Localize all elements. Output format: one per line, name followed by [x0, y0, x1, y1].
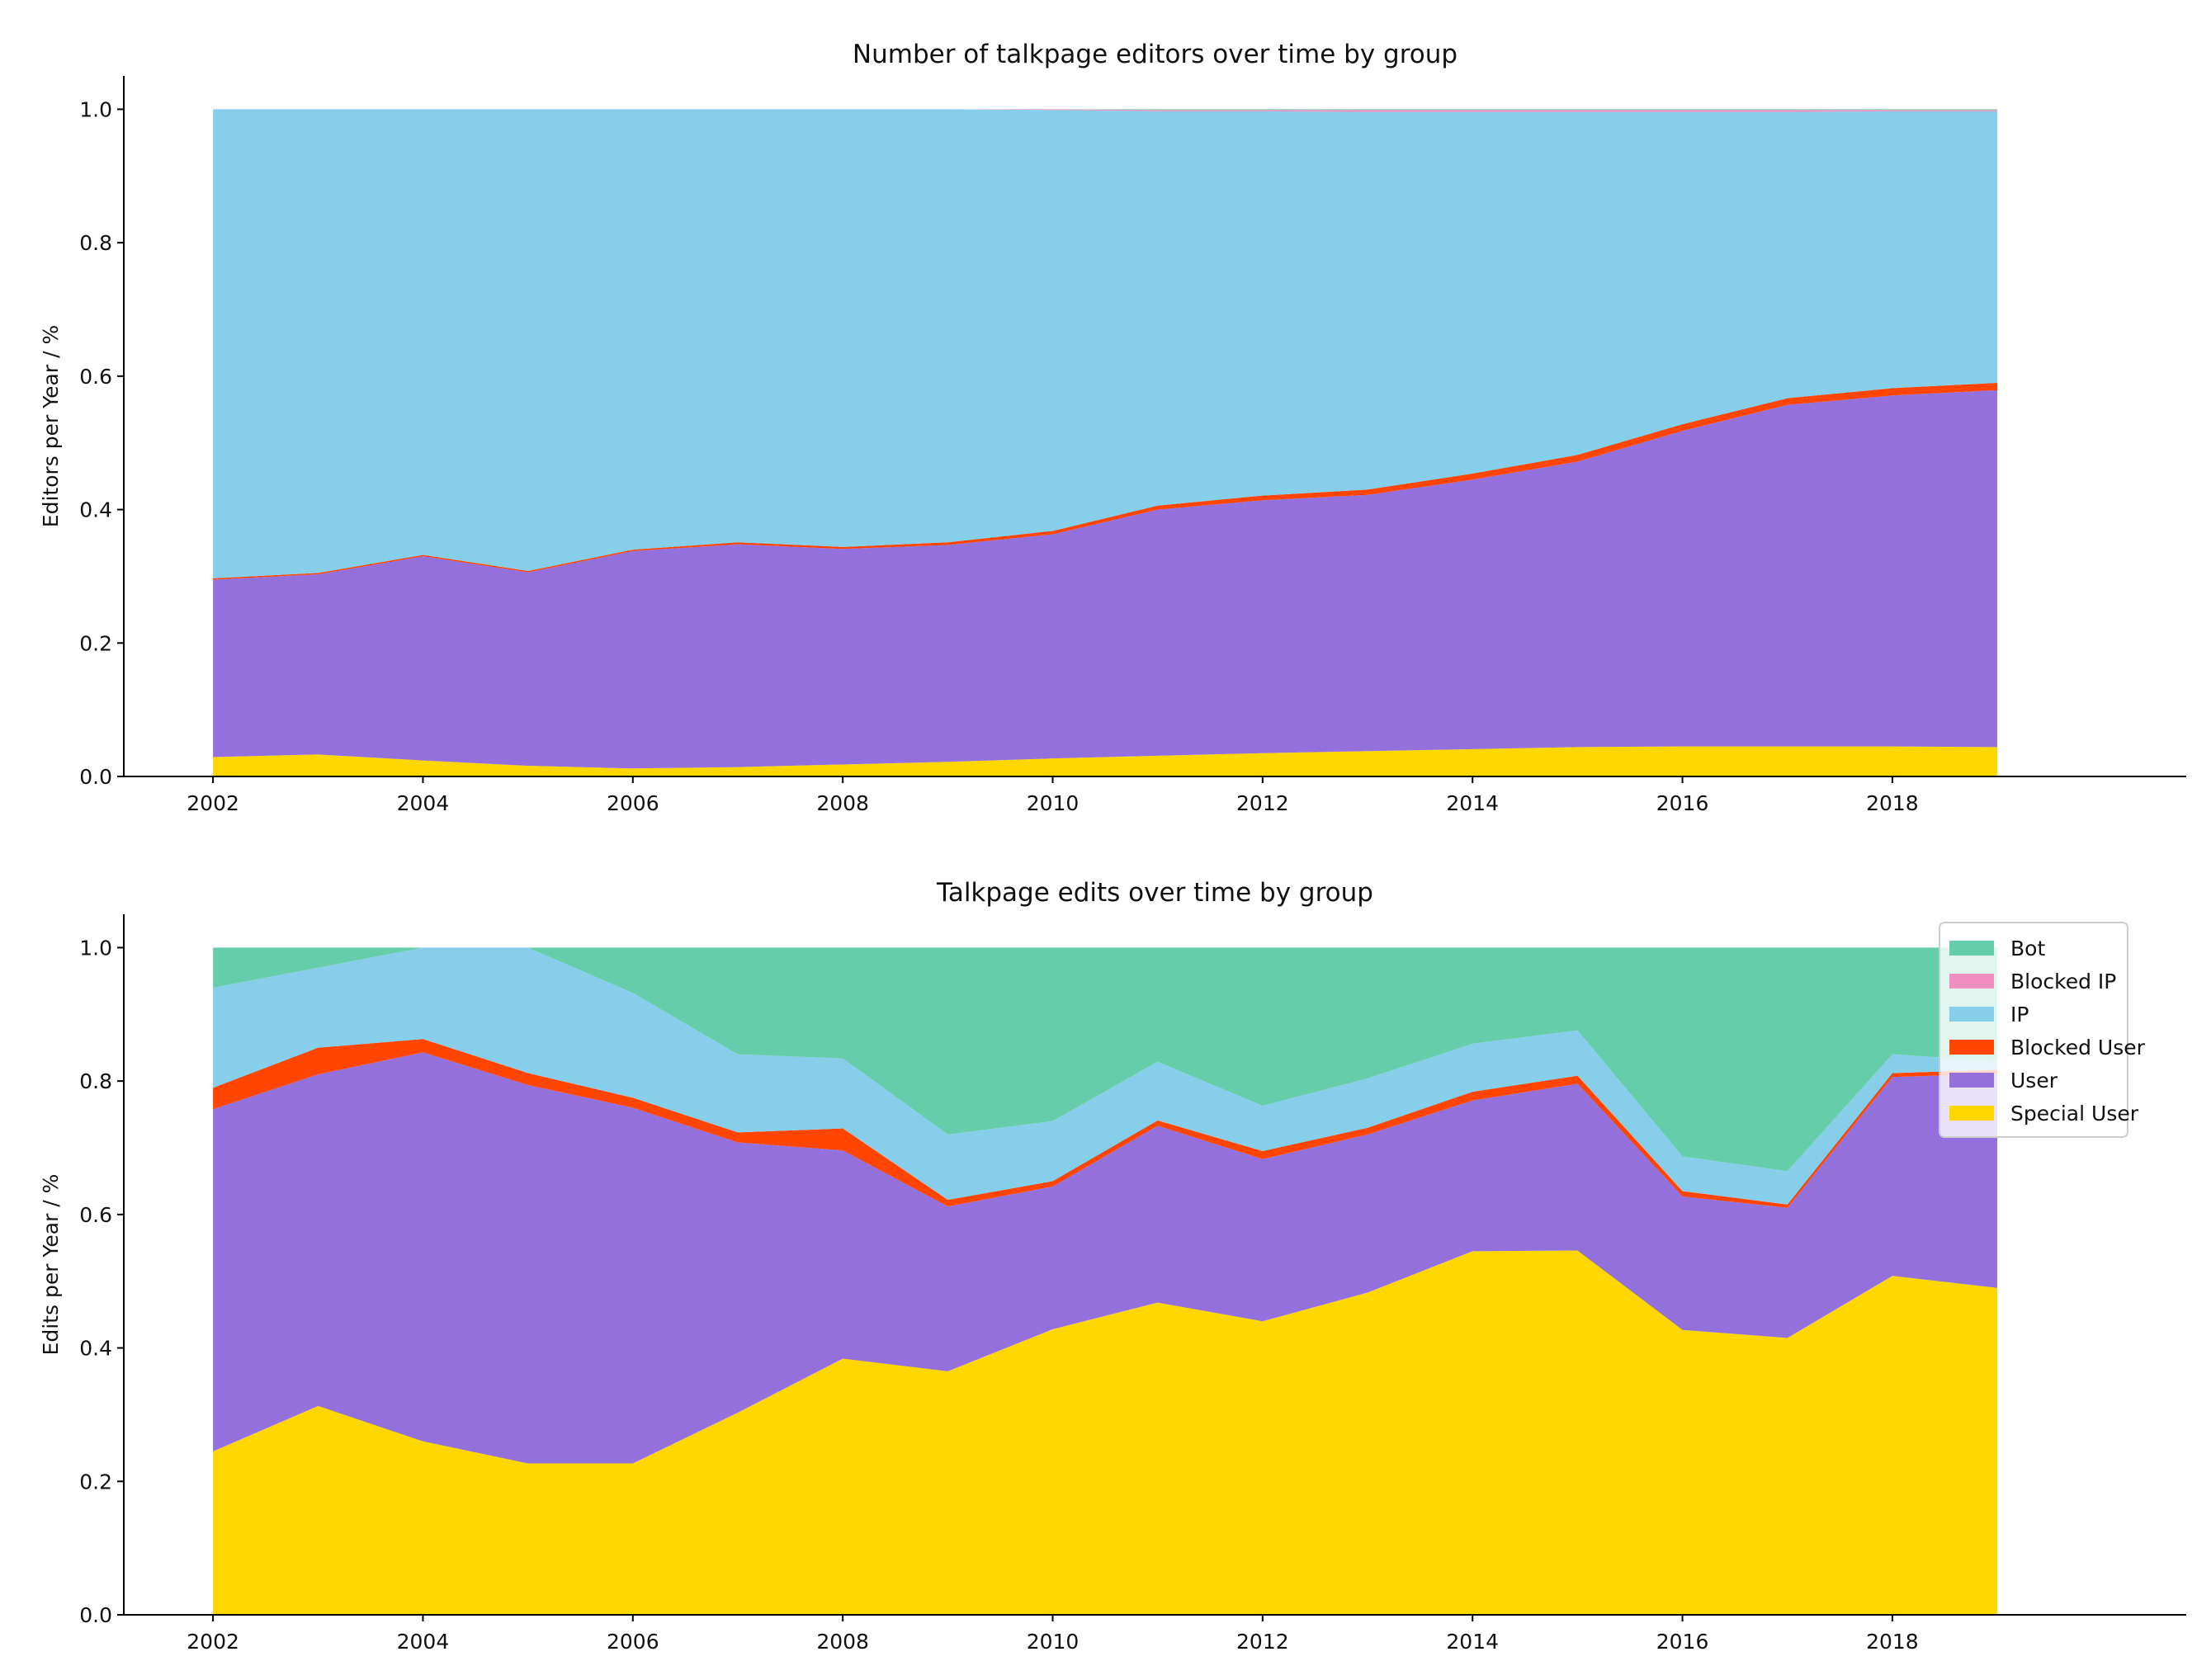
edits-chart: 0.0 0.2 0.4 0.6 0.8 1.0 2002 2004 2006 2008 2010 20… [39, 878, 2186, 1654]
edits-y-tick-label: 1.0 [79, 936, 112, 960]
editors-y-axis-label: Editors per Year / % [39, 325, 63, 527]
editors-x-tick-label: 2010 [1027, 791, 1080, 815]
legend-swatch-bot [1949, 941, 1994, 956]
editors-x-tick-label: 2016 [1656, 791, 1709, 815]
editors-area-ip [213, 109, 1998, 578]
edits-axes: 0.0 0.2 0.4 0.6 0.8 1.0 2002 2004 2006 2008 2010 20… [79, 914, 2186, 1654]
editors-area-blocked-ip [213, 109, 1998, 112]
edits-x-tick-label: 2006 [607, 1630, 659, 1654]
legend-label-ip: IP [2010, 1003, 2029, 1026]
legend-label-special-user: Special User [2010, 1102, 2139, 1126]
edits-x-tick-label: 2018 [1866, 1630, 1919, 1654]
editors-area-bot [213, 109, 1998, 111]
editors-y-tick-label: 0.8 [79, 231, 112, 255]
legend-swatch-user [1949, 1073, 1994, 1088]
editors-x-tick-label: 2008 [816, 791, 869, 815]
edits-chart-title: Talkpage edits over time by group [936, 878, 1373, 908]
editors-x-tick-label: 2004 [397, 791, 450, 815]
editors-area-user [213, 389, 1998, 769]
edits-y-tick-label: 0.2 [79, 1470, 112, 1494]
legend: Bot Blocked IP IP Blocked User User Special U… [1939, 922, 2146, 1138]
edits-x-tick-label: 2004 [397, 1630, 450, 1654]
edits-x-tick-label: 2016 [1656, 1630, 1709, 1654]
editors-chart-title: Number of talkpage editors over time by … [853, 40, 1457, 69]
editors-y-tick-label: 1.0 [79, 97, 112, 121]
legend-label-blocked-ip: Blocked IP [2010, 970, 2116, 993]
editors-y-tick-label: 0.2 [79, 631, 112, 655]
editors-x-tick-label: 2014 [1446, 791, 1499, 815]
edits-areas [213, 947, 1998, 1615]
editors-x-tick-label: 2012 [1236, 791, 1289, 815]
legend-label-bot: Bot [2010, 937, 2045, 960]
edits-area-blocked-user [213, 1039, 1998, 1208]
editors-areas [213, 109, 1998, 776]
editors-y-tick-label: 0.4 [79, 498, 112, 522]
edits-area-user [213, 1052, 1998, 1464]
edits-y-tick-label: 0.4 [79, 1337, 112, 1361]
edits-area-bot [213, 947, 1998, 1172]
edits-x-tick-label: 2010 [1027, 1630, 1080, 1654]
edits-area-special-user [213, 1250, 1998, 1615]
edits-y-axis-label: Edits per Year / % [39, 1174, 63, 1356]
edits-x-tick-label: 2014 [1446, 1630, 1499, 1654]
legend-swatch-ip [1949, 1007, 1994, 1022]
editors-chart: 0.0 0.2 0.4 0.6 0.8 1.0 2002 2004 2006 2008 2010 20… [39, 40, 2186, 815]
legend-swatch-blocked-user [1949, 1040, 1994, 1055]
editors-x-tick-label: 2018 [1866, 791, 1919, 815]
legend-label-user: User [2010, 1069, 2058, 1092]
legend-label-blocked-user: Blocked User [2010, 1036, 2146, 1059]
editors-x-tick-label: 2006 [607, 791, 659, 815]
edits-x-tick-label: 2002 [187, 1630, 239, 1654]
edits-y-tick-label: 0.6 [79, 1203, 112, 1227]
edits-x-tick-label: 2012 [1236, 1630, 1289, 1654]
edits-y-tick-label: 0.0 [79, 1603, 112, 1627]
legend-swatch-special-user [1949, 1106, 1994, 1121]
editors-area-special-user [213, 746, 1998, 776]
editors-axes: 0.0 0.2 0.4 0.6 0.8 1.0 2002 2004 2006 2008 2010 20… [79, 76, 2186, 815]
legend-swatch-blocked-ip [1949, 974, 1994, 989]
edits-area-ip [213, 947, 1998, 1205]
edits-y-tick-label: 0.8 [79, 1069, 112, 1093]
editors-x-tick-label: 2002 [187, 791, 239, 815]
edits-x-tick-label: 2008 [816, 1630, 869, 1654]
editors-y-tick-label: 0.0 [79, 765, 112, 789]
editors-y-tick-label: 0.6 [79, 365, 112, 389]
